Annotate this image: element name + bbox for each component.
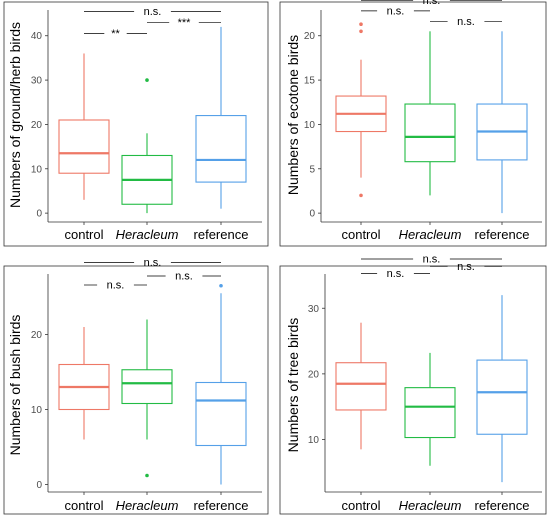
box-reference — [476, 31, 528, 214]
x-category-label: control — [64, 227, 103, 242]
significance-label: n.s. — [387, 268, 405, 280]
box-control — [58, 53, 110, 200]
box-control — [335, 322, 387, 450]
y-tick-label: 10 — [31, 164, 43, 175]
panel-frame — [279, 1, 547, 247]
box-heracleum — [404, 31, 456, 196]
significance-label: n.s. — [175, 271, 193, 283]
y-tick-label: 30 — [308, 304, 320, 315]
significance-bracket: n.s. — [361, 254, 502, 266]
significance-bracket: n.s. — [84, 6, 221, 18]
box-reference — [476, 295, 528, 483]
x-category-label: Heracleum — [116, 498, 179, 513]
y-tick-label: 40 — [31, 31, 43, 42]
y-tick-label: 5 — [309, 164, 315, 175]
significance-bracket: *** — [147, 17, 221, 29]
panel-frame — [3, 265, 269, 515]
box-body — [58, 119, 110, 174]
x-category-label: reference — [475, 227, 530, 242]
box-heracleum — [121, 78, 173, 214]
x-category-label: control — [341, 498, 380, 513]
significance-bracket: n.s. — [84, 257, 221, 269]
significance-bracket: ** — [84, 28, 147, 40]
y-axis-title: Numbers of ecotone birds — [285, 35, 301, 195]
y-tick-label: 10 — [308, 435, 320, 446]
x-category-label: reference — [194, 498, 249, 513]
y-tick-label: 15 — [304, 76, 316, 87]
significance-label: n.s. — [457, 261, 475, 273]
outlier-point — [359, 29, 363, 34]
significance-bracket: n.s. — [361, 0, 502, 7]
significance-label: n.s. — [423, 0, 441, 7]
y-tick-label: 30 — [31, 76, 43, 87]
panel-frame — [3, 1, 269, 247]
y-tick-label: 0 — [36, 480, 42, 491]
y-tick-label: 10 — [31, 405, 43, 416]
x-category-label: Heracleum — [116, 227, 179, 242]
significance-bracket: n.s. — [361, 5, 430, 17]
chart-panel-4: 10 20 30 control Heracleum reference Numbers o… — [279, 254, 547, 515]
significance-bracket: n.s. — [430, 261, 502, 273]
significance-bracket: n.s. — [84, 280, 147, 292]
x-category-label: Heracleum — [399, 227, 462, 242]
significance-label: *** — [178, 17, 192, 29]
significance-label: n.s. — [457, 16, 475, 28]
x-category-label: reference — [475, 498, 530, 513]
significance-label: n.s. — [387, 5, 405, 17]
box-heracleum — [404, 352, 456, 466]
box-control — [58, 327, 110, 440]
box-body — [404, 103, 456, 163]
box-body — [476, 359, 528, 435]
y-axis-title: Numbers of bush birds — [7, 315, 23, 456]
significance-bracket: n.s. — [147, 271, 221, 283]
outlier-point — [219, 283, 223, 288]
significance-label: ** — [111, 28, 120, 40]
y-tick-label: 0 — [36, 209, 42, 220]
box-reference — [195, 26, 247, 209]
y-axis-title: Numbers of ground/herb birds — [7, 22, 23, 208]
significance-label: n.s. — [144, 6, 162, 18]
outlier-point — [145, 473, 149, 478]
y-tick-label: 20 — [304, 31, 316, 42]
box-body — [121, 369, 173, 405]
outlier-point — [145, 78, 149, 82]
box-body — [335, 362, 387, 411]
chart-panel-1: 0 10 20 30 40 control Heracleum reference Number… — [3, 1, 269, 247]
significance-label: n.s. — [423, 254, 441, 266]
y-tick-label: 0 — [309, 209, 315, 220]
panel-frame — [279, 265, 547, 515]
x-category-label: reference — [194, 227, 249, 242]
y-tick-label: 20 — [31, 120, 43, 131]
y-tick-label: 20 — [308, 369, 320, 380]
x-category-label: control — [64, 498, 103, 513]
significance-bracket: n.s. — [361, 268, 430, 280]
box-body — [404, 387, 456, 439]
x-category-label: Heracleum — [399, 498, 462, 513]
outlier-point — [359, 193, 363, 198]
box-reference — [195, 283, 247, 485]
x-category-label: control — [341, 227, 380, 242]
outlier-point — [359, 22, 363, 27]
box-heracleum — [121, 319, 173, 478]
significance-label: n.s. — [144, 257, 162, 269]
box-control — [335, 22, 387, 198]
box-body — [195, 381, 247, 447]
y-tick-label: 20 — [31, 330, 43, 341]
significance-label: n.s. — [107, 280, 125, 292]
y-tick-label: 10 — [304, 120, 316, 131]
box-body — [195, 115, 247, 183]
significance-bracket: n.s. — [430, 16, 502, 28]
y-axis-title: Numbers of tree birds — [285, 318, 301, 453]
chart-panel-3: 0 10 20 control Heracleum reference Numbers of… — [3, 257, 269, 515]
chart-panel-2: 0 5 10 15 20 control Heracleum reference Numbers… — [279, 0, 547, 247]
